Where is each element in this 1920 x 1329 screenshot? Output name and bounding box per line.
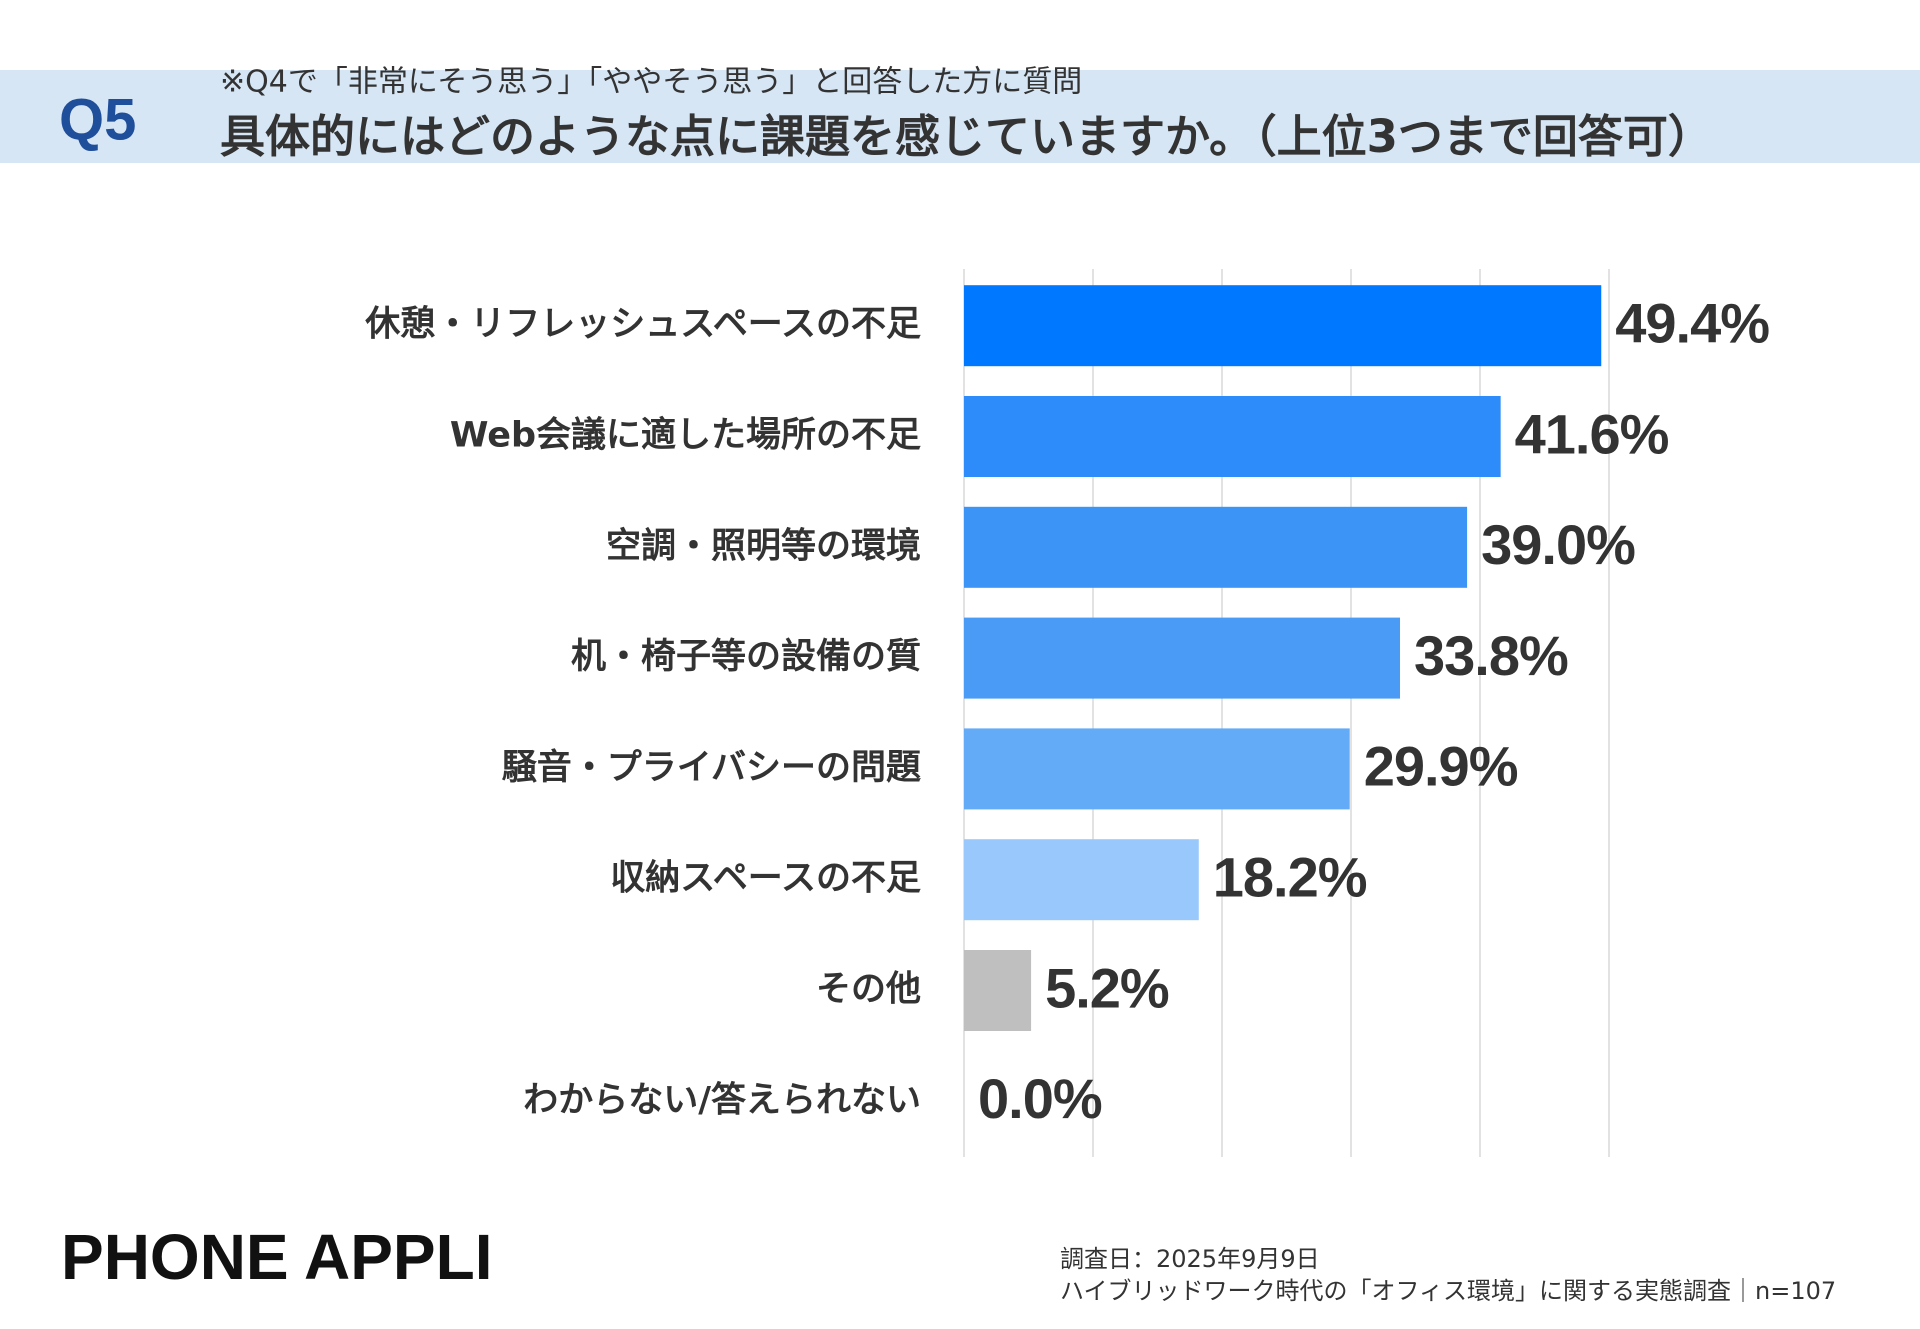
value-label: 49.4% bbox=[1615, 291, 1769, 354]
value-label: 41.6% bbox=[1515, 402, 1669, 465]
survey-date: 調査日：2025年9月9日 bbox=[1060, 1245, 1320, 1273]
value-label: 18.2% bbox=[1213, 845, 1367, 908]
chart-title: 具体的にはどのような点に課題を感じていますか。（上位3つまで回答可） bbox=[220, 110, 1713, 163]
bar bbox=[964, 396, 1501, 477]
value-label: 29.9% bbox=[1364, 735, 1518, 798]
bar bbox=[964, 285, 1602, 367]
bar bbox=[964, 839, 1199, 921]
category-label: わからない/答えられない bbox=[523, 1080, 921, 1120]
category-label: その他 bbox=[816, 970, 921, 1010]
category-label: 休憩・リフレッシュスペースの不足 bbox=[364, 305, 921, 345]
category-label: 机・椅子等の設備の質 bbox=[571, 637, 921, 677]
logo: PHONE APPLI bbox=[61, 1221, 492, 1293]
category-label: 空調・照明等の環境 bbox=[606, 526, 921, 566]
bar bbox=[964, 950, 1032, 1031]
category-label: Web会議に適した場所の不足 bbox=[450, 416, 921, 456]
bar bbox=[964, 506, 1468, 588]
chart-subtitle: ※Q4で「非常にそう思う」「ややそう思う」と回答した方に質問 bbox=[220, 65, 1082, 100]
bar bbox=[964, 728, 1350, 810]
category-label: 騒音・プライバシーの問題 bbox=[502, 747, 921, 788]
value-label: 5.2% bbox=[1045, 956, 1169, 1019]
category-label: 収納スペースの不足 bbox=[610, 859, 921, 899]
value-label: 0.0% bbox=[978, 1067, 1102, 1130]
source: ハイブリッドワーク時代の「オフィス環境」に関する実態調査｜n=107 bbox=[1060, 1277, 1836, 1305]
bar bbox=[964, 617, 1401, 699]
question-badge: Q5 bbox=[59, 87, 136, 152]
header-band bbox=[0, 70, 1920, 163]
value-label: 39.0% bbox=[1481, 513, 1635, 576]
value-label: 33.8% bbox=[1414, 624, 1568, 687]
